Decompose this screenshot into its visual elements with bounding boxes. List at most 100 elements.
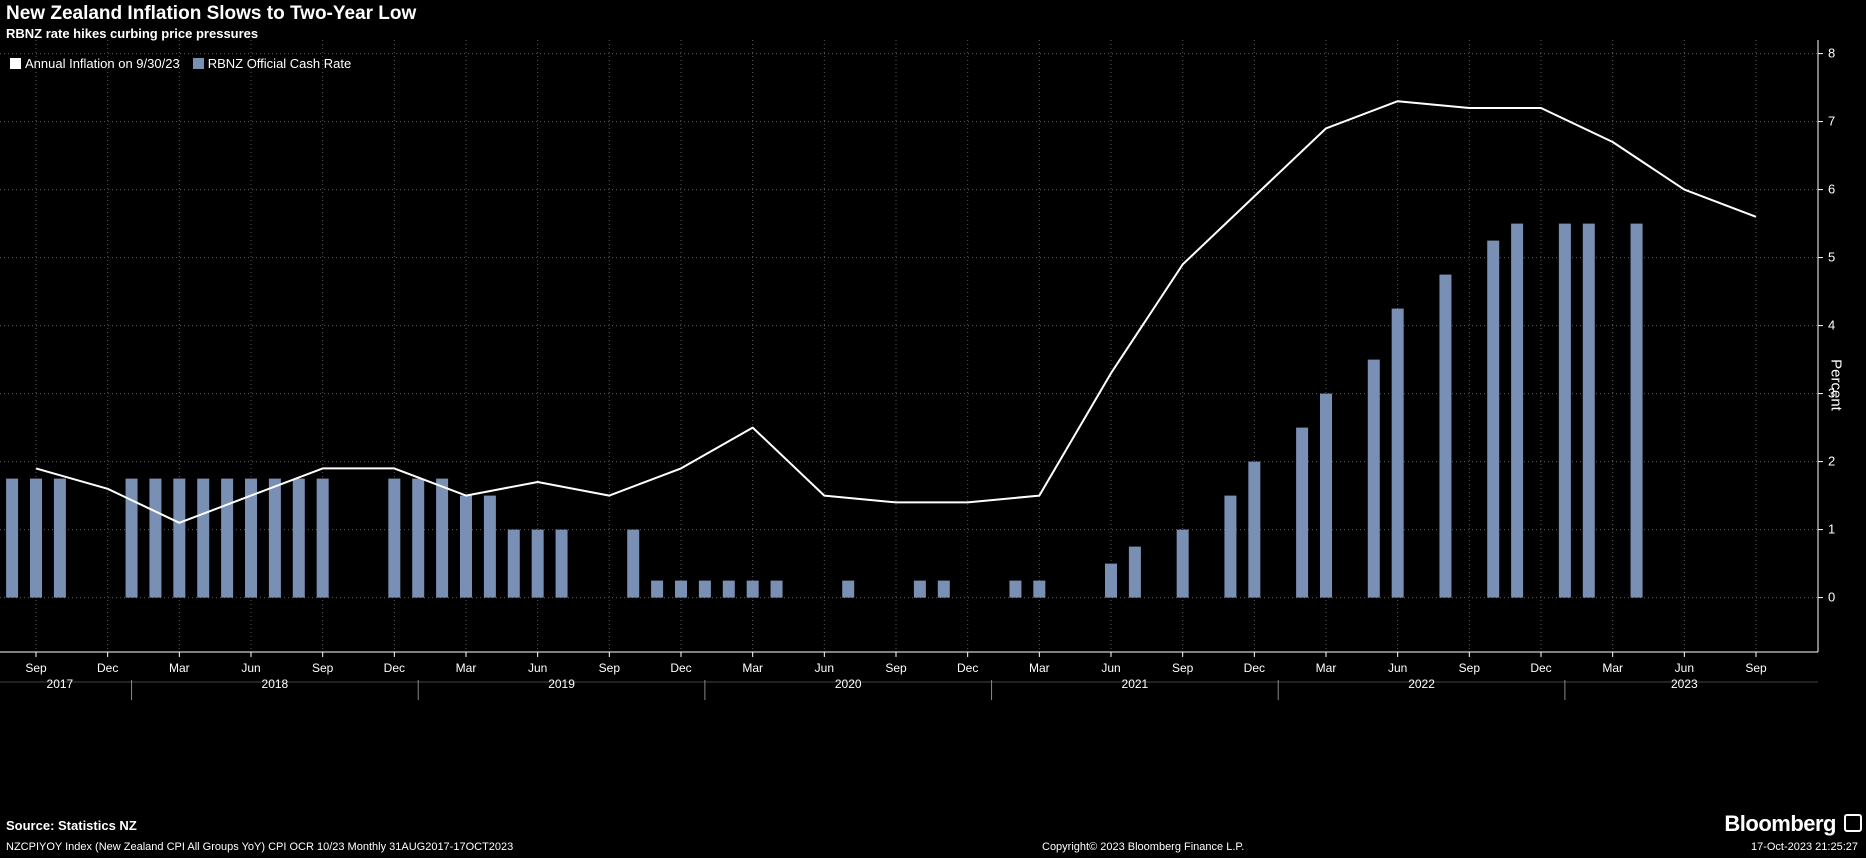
y-tick-label: 2: [1828, 454, 1835, 469]
cash-rate-bar: [1129, 547, 1141, 598]
y-axis-label: Percent: [1828, 359, 1845, 411]
cash-rate-bar: [317, 479, 329, 598]
cash-rate-bar: [699, 581, 711, 598]
x-tick-label: Dec: [670, 661, 691, 675]
x-tick-label: Jun: [241, 661, 260, 675]
x-tick-label: Mar: [169, 661, 190, 675]
x-tick-label: Jun: [1388, 661, 1407, 675]
x-year-label: 2017: [47, 677, 74, 691]
x-tick-label: Dec: [97, 661, 118, 675]
cash-rate-bar: [293, 479, 305, 598]
bloomberg-terminal-icon: [1844, 814, 1862, 832]
y-tick-label: 1: [1828, 522, 1835, 537]
x-year-label: 2018: [262, 677, 289, 691]
x-year-label: 2022: [1408, 677, 1435, 691]
x-tick-label: Jun: [528, 661, 547, 675]
cash-rate-bar: [1177, 530, 1189, 598]
legend-item-cash-rate: RBNZ Official Cash Rate: [193, 56, 352, 71]
x-year-label: 2019: [548, 677, 575, 691]
cash-rate-bar: [771, 581, 783, 598]
cash-rate-bar: [1368, 360, 1380, 598]
cash-rate-bar: [197, 479, 209, 598]
cash-rate-bar: [842, 581, 854, 598]
cash-rate-bar: [173, 479, 185, 598]
y-tick-label: 6: [1828, 182, 1835, 197]
x-year-label: 2023: [1671, 677, 1698, 691]
cash-rate-bar: [388, 479, 400, 598]
cash-rate-bar: [412, 479, 424, 598]
source-note: Source: Statistics NZ: [6, 818, 137, 833]
x-tick-label: Dec: [1244, 661, 1265, 675]
cash-rate-bar: [532, 530, 544, 598]
x-tick-label: Jun: [1101, 661, 1120, 675]
x-year-label: 2020: [835, 677, 862, 691]
y-tick-label: 8: [1828, 46, 1835, 61]
x-tick-label: Jun: [815, 661, 834, 675]
x-tick-label: Mar: [456, 661, 477, 675]
cash-rate-bar: [675, 581, 687, 598]
x-tick-label: Sep: [25, 661, 47, 675]
legend-label-inflation: Annual Inflation on 9/30/23: [25, 56, 180, 71]
legend: Annual Inflation on 9/30/23 RBNZ Officia…: [10, 56, 364, 71]
cash-rate-bar: [1392, 309, 1404, 598]
cash-rate-bar: [1033, 581, 1045, 598]
cash-rate-bar: [1248, 462, 1260, 598]
cash-rate-bar: [747, 581, 759, 598]
cash-rate-bar: [1511, 224, 1523, 598]
cash-rate-bar: [149, 479, 161, 598]
x-tick-label: Dec: [1530, 661, 1551, 675]
y-tick-label: 5: [1828, 250, 1835, 265]
legend-swatch-inflation: [10, 58, 21, 69]
legend-item-inflation: Annual Inflation on 9/30/23: [10, 56, 180, 71]
x-tick-label: Mar: [742, 661, 763, 675]
x-tick-label: Sep: [1745, 661, 1767, 675]
legend-swatch-cash-rate: [193, 58, 204, 69]
cash-rate-bar: [126, 479, 138, 598]
cash-rate-bar: [1224, 496, 1236, 598]
cash-rate-bar: [6, 479, 18, 598]
y-tick-label: 4: [1828, 318, 1835, 333]
cash-rate-bar: [1320, 394, 1332, 598]
cash-rate-bar: [30, 479, 42, 598]
cash-rate-bar: [556, 530, 568, 598]
cash-rate-bars: [6, 224, 1642, 598]
cash-rate-bar: [221, 479, 233, 598]
timestamp-text: 17-Oct-2023 21:25:27: [1751, 841, 1858, 853]
cash-rate-bar: [914, 581, 926, 598]
x-tick-label: Jun: [1675, 661, 1694, 675]
cash-rate-bar: [1487, 241, 1499, 598]
y-tick-label: 0: [1828, 590, 1835, 605]
x-tick-label: Dec: [957, 661, 978, 675]
x-tick-label: Dec: [384, 661, 405, 675]
cash-rate-bar: [723, 581, 735, 598]
cash-rate-bar: [436, 479, 448, 598]
legend-label-cash-rate: RBNZ Official Cash Rate: [208, 56, 352, 71]
x-tick-label: Sep: [599, 661, 621, 675]
x-tick-label: Mar: [1029, 661, 1050, 675]
cash-rate-bar: [938, 581, 950, 598]
cash-rate-bar: [1009, 581, 1021, 598]
x-tick-label: Sep: [312, 661, 334, 675]
x-tick-label: Sep: [1459, 661, 1481, 675]
cash-rate-bar: [484, 496, 496, 598]
cash-rate-bar: [460, 496, 472, 598]
cash-rate-bar: [269, 479, 281, 598]
x-tick-label: Mar: [1602, 661, 1623, 675]
cash-rate-bar: [1439, 275, 1451, 598]
cash-rate-bar: [508, 530, 520, 598]
cash-rate-bar: [627, 530, 639, 598]
query-text: NZCPIYOY Index (New Zealand CPI All Grou…: [6, 841, 513, 853]
cash-rate-bar: [1631, 224, 1643, 598]
copyright-text: Copyright© 2023 Bloomberg Finance L.P.: [1042, 841, 1244, 853]
bloomberg-logo: Bloomberg: [1724, 811, 1836, 837]
cash-rate-bar: [651, 581, 663, 598]
cash-rate-bar: [1583, 224, 1595, 598]
x-tick-label: Mar: [1316, 661, 1337, 675]
cash-rate-bar: [1105, 564, 1117, 598]
x-year-label: 2021: [1122, 677, 1149, 691]
x-tick-label: Sep: [885, 661, 907, 675]
cash-rate-bar: [1296, 428, 1308, 598]
x-tick-label: Sep: [1172, 661, 1194, 675]
y-tick-label: 7: [1828, 114, 1835, 129]
